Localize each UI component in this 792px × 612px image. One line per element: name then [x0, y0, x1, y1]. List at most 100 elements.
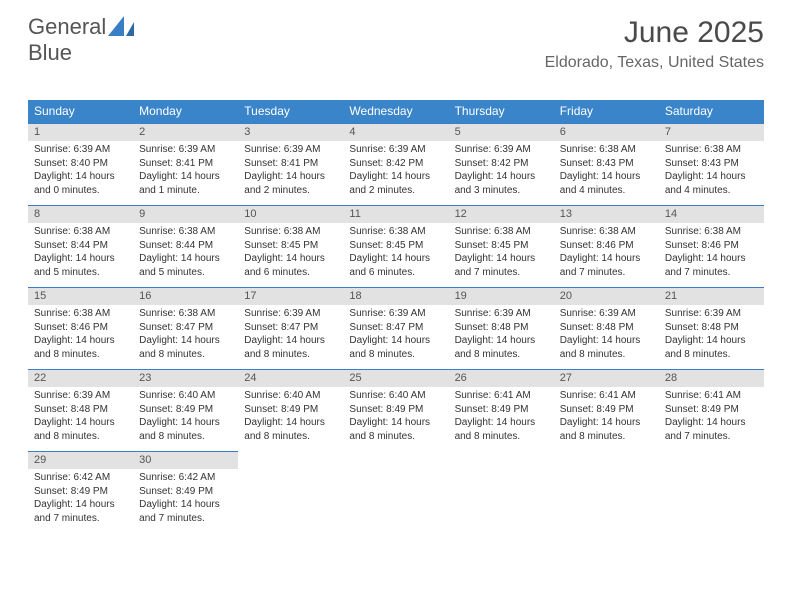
sunrise-text: Sunrise: 6:42 AM	[34, 471, 127, 485]
day-cell: 8Sunrise: 6:38 AMSunset: 8:44 PMDaylight…	[28, 205, 133, 287]
location-subtitle: Eldorado, Texas, United States	[545, 54, 764, 72]
day-number: 28	[659, 369, 764, 387]
day-stats: Sunrise: 6:39 AMSunset: 8:48 PMDaylight:…	[449, 305, 554, 361]
day-cell: 22Sunrise: 6:39 AMSunset: 8:48 PMDayligh…	[28, 369, 133, 451]
day-number: 22	[28, 369, 133, 387]
logo-sail-icon	[108, 16, 134, 45]
day-stats: Sunrise: 6:38 AMSunset: 8:45 PMDaylight:…	[238, 223, 343, 279]
day-number: 19	[449, 287, 554, 305]
day-number: 5	[449, 123, 554, 141]
sunrise-text: Sunrise: 6:39 AM	[139, 143, 232, 157]
sunset-text: Sunset: 8:48 PM	[34, 403, 127, 417]
sunrise-text: Sunrise: 6:38 AM	[665, 143, 758, 157]
sunrise-text: Sunrise: 6:38 AM	[665, 225, 758, 239]
day-stats: Sunrise: 6:38 AMSunset: 8:44 PMDaylight:…	[28, 223, 133, 279]
day-stats: Sunrise: 6:38 AMSunset: 8:44 PMDaylight:…	[133, 223, 238, 279]
day-stats: Sunrise: 6:42 AMSunset: 8:49 PMDaylight:…	[133, 469, 238, 525]
day-cell: 1Sunrise: 6:39 AMSunset: 8:40 PMDaylight…	[28, 123, 133, 205]
day-stats: Sunrise: 6:40 AMSunset: 8:49 PMDaylight:…	[133, 387, 238, 443]
sunset-text: Sunset: 8:45 PM	[349, 239, 442, 253]
day-cell: 16Sunrise: 6:38 AMSunset: 8:47 PMDayligh…	[133, 287, 238, 369]
daylight-text: Daylight: 14 hours and 8 minutes.	[665, 334, 758, 361]
sunset-text: Sunset: 8:43 PM	[560, 157, 653, 171]
empty-cell	[449, 451, 554, 533]
day-cell: 20Sunrise: 6:39 AMSunset: 8:48 PMDayligh…	[554, 287, 659, 369]
daylight-text: Daylight: 14 hours and 5 minutes.	[139, 252, 232, 279]
day-cell: 21Sunrise: 6:39 AMSunset: 8:48 PMDayligh…	[659, 287, 764, 369]
day-number: 14	[659, 205, 764, 223]
sunset-text: Sunset: 8:42 PM	[349, 157, 442, 171]
sunrise-text: Sunrise: 6:39 AM	[349, 307, 442, 321]
day-number: 4	[343, 123, 448, 141]
sunrise-text: Sunrise: 6:39 AM	[455, 143, 548, 157]
sunset-text: Sunset: 8:41 PM	[244, 157, 337, 171]
day-cell: 12Sunrise: 6:38 AMSunset: 8:45 PMDayligh…	[449, 205, 554, 287]
day-cell: 10Sunrise: 6:38 AMSunset: 8:45 PMDayligh…	[238, 205, 343, 287]
daylight-text: Daylight: 14 hours and 8 minutes.	[244, 416, 337, 443]
day-number: 18	[343, 287, 448, 305]
dow-header: Sunday	[28, 100, 133, 123]
sunrise-text: Sunrise: 6:41 AM	[665, 389, 758, 403]
empty-cell	[659, 451, 764, 533]
sunrise-text: Sunrise: 6:38 AM	[560, 225, 653, 239]
sunset-text: Sunset: 8:48 PM	[455, 321, 548, 335]
day-cell: 27Sunrise: 6:41 AMSunset: 8:49 PMDayligh…	[554, 369, 659, 451]
daylight-text: Daylight: 14 hours and 8 minutes.	[455, 416, 548, 443]
day-number: 20	[554, 287, 659, 305]
day-cell: 6Sunrise: 6:38 AMSunset: 8:43 PMDaylight…	[554, 123, 659, 205]
day-number: 30	[133, 451, 238, 469]
day-stats: Sunrise: 6:39 AMSunset: 8:48 PMDaylight:…	[554, 305, 659, 361]
sunset-text: Sunset: 8:42 PM	[455, 157, 548, 171]
sunrise-text: Sunrise: 6:39 AM	[349, 143, 442, 157]
sunset-text: Sunset: 8:49 PM	[560, 403, 653, 417]
sunset-text: Sunset: 8:44 PM	[34, 239, 127, 253]
sunset-text: Sunset: 8:47 PM	[139, 321, 232, 335]
day-stats: Sunrise: 6:39 AMSunset: 8:48 PMDaylight:…	[659, 305, 764, 361]
sunrise-text: Sunrise: 6:38 AM	[34, 307, 127, 321]
dow-header: Wednesday	[343, 100, 448, 123]
day-cell: 9Sunrise: 6:38 AMSunset: 8:44 PMDaylight…	[133, 205, 238, 287]
sunrise-text: Sunrise: 6:40 AM	[244, 389, 337, 403]
day-number: 15	[28, 287, 133, 305]
logo-line2: Blue	[28, 40, 106, 66]
daylight-text: Daylight: 14 hours and 0 minutes.	[34, 170, 127, 197]
day-cell: 24Sunrise: 6:40 AMSunset: 8:49 PMDayligh…	[238, 369, 343, 451]
day-stats: Sunrise: 6:40 AMSunset: 8:49 PMDaylight:…	[238, 387, 343, 443]
sunset-text: Sunset: 8:48 PM	[560, 321, 653, 335]
day-number: 13	[554, 205, 659, 223]
day-number: 25	[343, 369, 448, 387]
daylight-text: Daylight: 14 hours and 5 minutes.	[34, 252, 127, 279]
day-cell: 29Sunrise: 6:42 AMSunset: 8:49 PMDayligh…	[28, 451, 133, 533]
daylight-text: Daylight: 14 hours and 8 minutes.	[139, 334, 232, 361]
daylight-text: Daylight: 14 hours and 8 minutes.	[349, 416, 442, 443]
day-stats: Sunrise: 6:38 AMSunset: 8:46 PMDaylight:…	[659, 223, 764, 279]
sunset-text: Sunset: 8:49 PM	[349, 403, 442, 417]
day-number: 8	[28, 205, 133, 223]
day-stats: Sunrise: 6:38 AMSunset: 8:45 PMDaylight:…	[343, 223, 448, 279]
sunrise-text: Sunrise: 6:41 AM	[560, 389, 653, 403]
sunrise-text: Sunrise: 6:40 AM	[139, 389, 232, 403]
sunset-text: Sunset: 8:41 PM	[139, 157, 232, 171]
day-stats: Sunrise: 6:38 AMSunset: 8:43 PMDaylight:…	[659, 141, 764, 197]
daylight-text: Daylight: 14 hours and 3 minutes.	[455, 170, 548, 197]
day-cell: 3Sunrise: 6:39 AMSunset: 8:41 PMDaylight…	[238, 123, 343, 205]
day-number: 7	[659, 123, 764, 141]
day-stats: Sunrise: 6:39 AMSunset: 8:48 PMDaylight:…	[28, 387, 133, 443]
day-stats: Sunrise: 6:38 AMSunset: 8:43 PMDaylight:…	[554, 141, 659, 197]
sunrise-text: Sunrise: 6:39 AM	[244, 143, 337, 157]
day-cell: 25Sunrise: 6:40 AMSunset: 8:49 PMDayligh…	[343, 369, 448, 451]
day-cell: 11Sunrise: 6:38 AMSunset: 8:45 PMDayligh…	[343, 205, 448, 287]
sunset-text: Sunset: 8:46 PM	[665, 239, 758, 253]
daylight-text: Daylight: 14 hours and 8 minutes.	[560, 416, 653, 443]
sunrise-text: Sunrise: 6:38 AM	[34, 225, 127, 239]
day-cell: 2Sunrise: 6:39 AMSunset: 8:41 PMDaylight…	[133, 123, 238, 205]
day-number: 11	[343, 205, 448, 223]
day-stats: Sunrise: 6:39 AMSunset: 8:42 PMDaylight:…	[449, 141, 554, 197]
day-stats: Sunrise: 6:42 AMSunset: 8:49 PMDaylight:…	[28, 469, 133, 525]
daylight-text: Daylight: 14 hours and 7 minutes.	[665, 416, 758, 443]
day-cell: 7Sunrise: 6:38 AMSunset: 8:43 PMDaylight…	[659, 123, 764, 205]
page-header: June 2025 Eldorado, Texas, United States	[545, 16, 764, 72]
day-stats: Sunrise: 6:41 AMSunset: 8:49 PMDaylight:…	[554, 387, 659, 443]
empty-cell	[554, 451, 659, 533]
sunset-text: Sunset: 8:49 PM	[455, 403, 548, 417]
